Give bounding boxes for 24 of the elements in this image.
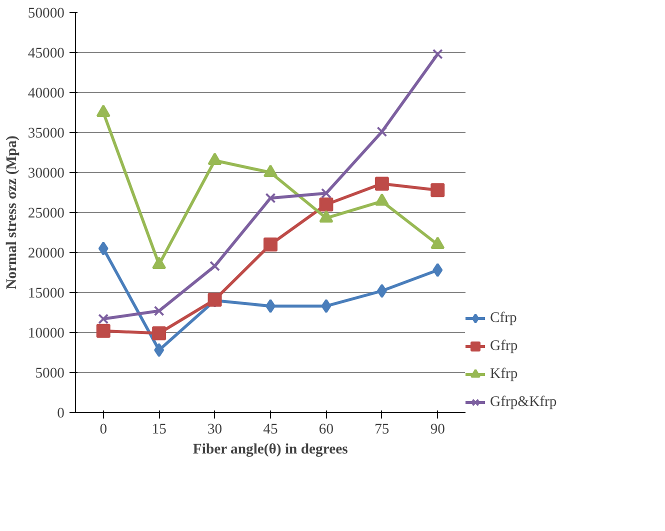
y-tick-label: 50000 [28,6,64,22]
y-tick-label: 15000 [28,286,64,302]
y-tick-label: 30000 [28,166,64,182]
x-tick-label: 45 [263,422,278,438]
y-tick-label: 10000 [28,326,64,342]
y-tick-label: 20000 [28,246,64,262]
legend-label: Gfrp&Kfrp [490,394,557,410]
x-tick-label: 30 [207,422,222,438]
x-tick-label: 90 [430,422,445,438]
y-axis-title: Normal stress σzz (Mpa) [4,135,20,290]
x-axis-title: Fiber angle(θ) in degrees [192,442,348,458]
legend-label: Cfrp [490,310,517,326]
x-tick-label: 60 [318,422,334,438]
y-tick-label: 40000 [28,86,64,102]
y-tick-label: 0 [57,406,64,422]
y-tick-label: 5000 [35,366,64,382]
y-tick-label: 25000 [28,206,64,222]
x-tick-label: 75 [374,422,390,438]
legend-label: Kfrp [490,366,518,382]
y-tick-label: 45000 [28,46,64,62]
y-tick-label: 35000 [28,126,64,142]
x-tick-label: 0 [100,422,108,438]
legend-label: Gfrp [490,338,518,354]
x-tick-label: 15 [152,422,166,438]
